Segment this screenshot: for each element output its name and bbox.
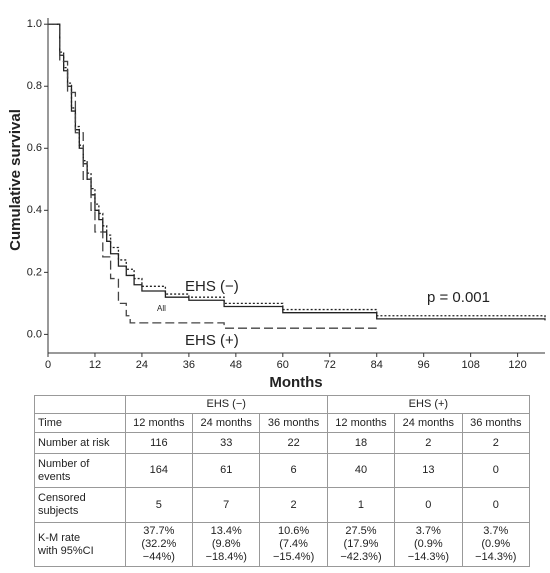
x-tick-label: 96 [418, 359, 430, 371]
x-tick-label: 60 [277, 359, 289, 371]
curve-label: All [157, 304, 166, 313]
table-cell: 13.4% (9.8% −18.4%) [192, 522, 261, 567]
table-cell: 2 [259, 487, 328, 523]
curve-label: EHS (−) [185, 278, 239, 295]
table-cell: 18 [326, 432, 396, 454]
table-cell: Number of events [34, 453, 126, 488]
y-tick-label: 0.0 [27, 328, 42, 340]
table-cell: 24 months [192, 413, 261, 433]
x-tick-label: 72 [324, 359, 336, 371]
table-cell: 1 [326, 487, 396, 523]
table-cell: 164 [124, 453, 194, 488]
y-tick-label: 0.2 [27, 266, 42, 278]
table-cell: K-M rate with 95%CI [34, 522, 126, 567]
table-cell: 36 months [461, 413, 531, 433]
table-cell: 24 months [394, 413, 463, 433]
x-tick-label: 108 [461, 359, 479, 371]
y-tick-label: 0.6 [27, 142, 42, 154]
table-cell: 36 months [259, 413, 328, 433]
x-tick-label: 48 [230, 359, 242, 371]
table-cell: 3.7% (0.9% −14.3%) [394, 522, 463, 567]
table-cell: 33 [192, 432, 261, 454]
x-tick-label: 36 [183, 359, 195, 371]
table-cell: 2 [461, 432, 531, 454]
table-cell: 40 [326, 453, 396, 488]
curve-label: EHS (+) [185, 332, 239, 349]
table-row: Number of events 164 61 6 40 13 0 [34, 453, 531, 488]
table-cell: 6 [259, 453, 328, 488]
table-cell: Censored subjects [34, 487, 126, 523]
table-cell: Time [34, 413, 126, 433]
x-axis-label: Months [269, 374, 322, 390]
y-tick-label: 0.4 [27, 204, 42, 216]
table-cell: EHS (+) [326, 395, 531, 414]
table-cell: 22 [259, 432, 328, 454]
table-row: Censored subjects 5 7 2 1 0 0 [34, 487, 531, 523]
y-axis-label: Cumulative survival [7, 109, 24, 251]
table-cell: 5 [124, 487, 194, 523]
x-tick-label: 120 [508, 359, 526, 371]
data-table: EHS (−) EHS (+) Time 12 months 24 months 36 m… [34, 395, 531, 567]
table-cell: 12 months [124, 413, 194, 433]
table-cell: 0 [394, 487, 463, 523]
chart: Cumulative survival Months p = 0.001 0.0… [7, 18, 546, 390]
table-cell: 3.7% (0.9% −14.3%) [461, 522, 531, 567]
table-cell [34, 395, 126, 414]
table-cell: 37.7% (32.2% −44%) [124, 522, 194, 567]
table-row: Time 12 months 24 months 36 months 12 months… [34, 413, 531, 433]
table-cell: 61 [192, 453, 261, 488]
survival-curve [48, 23, 546, 321]
table-cell: 10.6% (7.4% −15.4%) [259, 522, 328, 567]
x-tick-label: 24 [136, 359, 148, 371]
table-cell: 13 [394, 453, 463, 488]
table-cell: 27.5% (17.9% −42.3%) [326, 522, 396, 567]
y-tick-label: 0.8 [27, 80, 42, 92]
table-cell: 0 [461, 453, 531, 488]
table-cell: Number at risk [34, 432, 126, 454]
table-cell: 116 [124, 432, 194, 454]
annotation: p = 0.001 [427, 289, 490, 306]
table-row: K-M rate with 95%CI 37.7% (32.2% −44%) 13.… [34, 522, 531, 567]
x-tick-label: 84 [371, 359, 383, 371]
table-cell: EHS (−) [124, 395, 328, 414]
x-tick-label: 0 [45, 359, 51, 371]
table-cell: 0 [461, 487, 531, 523]
x-tick-label: 12 [89, 359, 101, 371]
table-cell: 2 [394, 432, 463, 454]
table-cell: 12 months [326, 413, 396, 433]
survival-curve [48, 23, 377, 329]
table-row: EHS (−) EHS (+) [34, 395, 531, 414]
y-tick-label: 1.0 [27, 18, 42, 30]
table-row: Number at risk 116 33 22 18 2 2 [34, 432, 531, 454]
table-cell: 7 [192, 487, 261, 523]
survival-curve [48, 23, 546, 318]
